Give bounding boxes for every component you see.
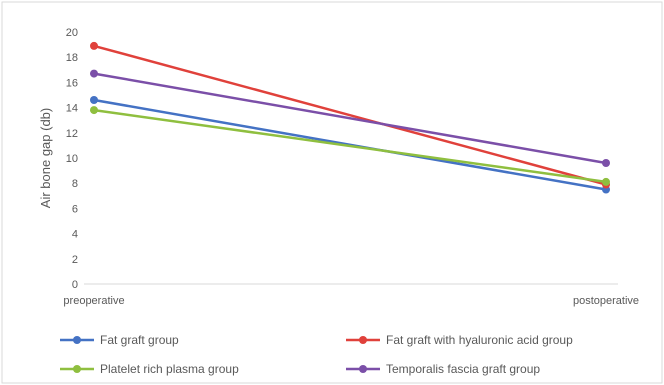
- y-tick-label: 12: [66, 128, 78, 140]
- y-ticks: 0 2 4 6 8 10 12 14 16 18 20: [66, 27, 78, 291]
- legend-swatch-marker: [359, 336, 367, 344]
- y-tick-label: 4: [72, 229, 78, 241]
- y-tick-label: 8: [72, 178, 78, 190]
- legend-swatch-marker: [359, 365, 367, 373]
- x-tick-label: preoperative: [63, 295, 124, 307]
- data-point: [90, 106, 98, 115]
- legend-swatch-marker: [73, 365, 81, 373]
- data-point: [602, 159, 610, 167]
- y-tick-label: 18: [66, 52, 78, 64]
- y-tick-label: 6: [72, 203, 78, 215]
- x-ticks: preoperative postoperative: [63, 295, 639, 307]
- legend-swatch-marker: [73, 336, 81, 344]
- series-line: [93, 72, 607, 165]
- legend: Fat graft group Fat graft with hyaluronic…: [60, 333, 573, 376]
- data-point: [602, 177, 610, 186]
- data-point: [90, 96, 98, 104]
- y-tick-label: 16: [66, 77, 78, 89]
- legend-label: Fat graft with hyaluronic acid group: [386, 333, 573, 347]
- legend-label: Platelet rich plasma group: [100, 362, 239, 376]
- y-tick-label: 20: [66, 27, 78, 39]
- y-axis-title: Air bone gap (db): [38, 108, 53, 208]
- legend-label: Temporalis fascia graft group: [386, 362, 540, 376]
- data-point: [90, 69, 98, 78]
- legend-label: Fat graft group: [100, 333, 179, 347]
- x-tick-label: postoperative: [573, 295, 639, 307]
- series-line: [93, 44, 607, 186]
- y-tick-label: 0: [72, 279, 78, 291]
- y-tick-label: 10: [66, 153, 78, 165]
- series-layer: [90, 41, 610, 194]
- y-tick-label: 2: [72, 254, 78, 266]
- series-line: [93, 108, 607, 184]
- y-tick-label: 14: [66, 103, 78, 115]
- data-point: [90, 41, 98, 50]
